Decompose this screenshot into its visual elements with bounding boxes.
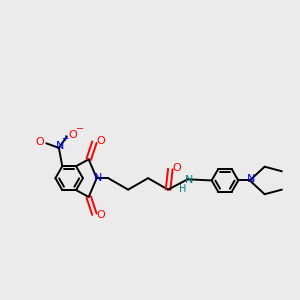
- Text: O: O: [36, 137, 44, 147]
- Text: H: H: [179, 184, 186, 194]
- Text: O: O: [96, 136, 105, 146]
- Text: N: N: [184, 175, 193, 185]
- Text: +: +: [61, 134, 69, 143]
- Text: N: N: [56, 141, 64, 151]
- Text: O: O: [172, 163, 181, 173]
- Text: N: N: [247, 174, 255, 184]
- Text: −: −: [76, 124, 85, 134]
- Text: O: O: [69, 130, 77, 140]
- Text: N: N: [94, 173, 102, 183]
- Text: O: O: [96, 210, 105, 220]
